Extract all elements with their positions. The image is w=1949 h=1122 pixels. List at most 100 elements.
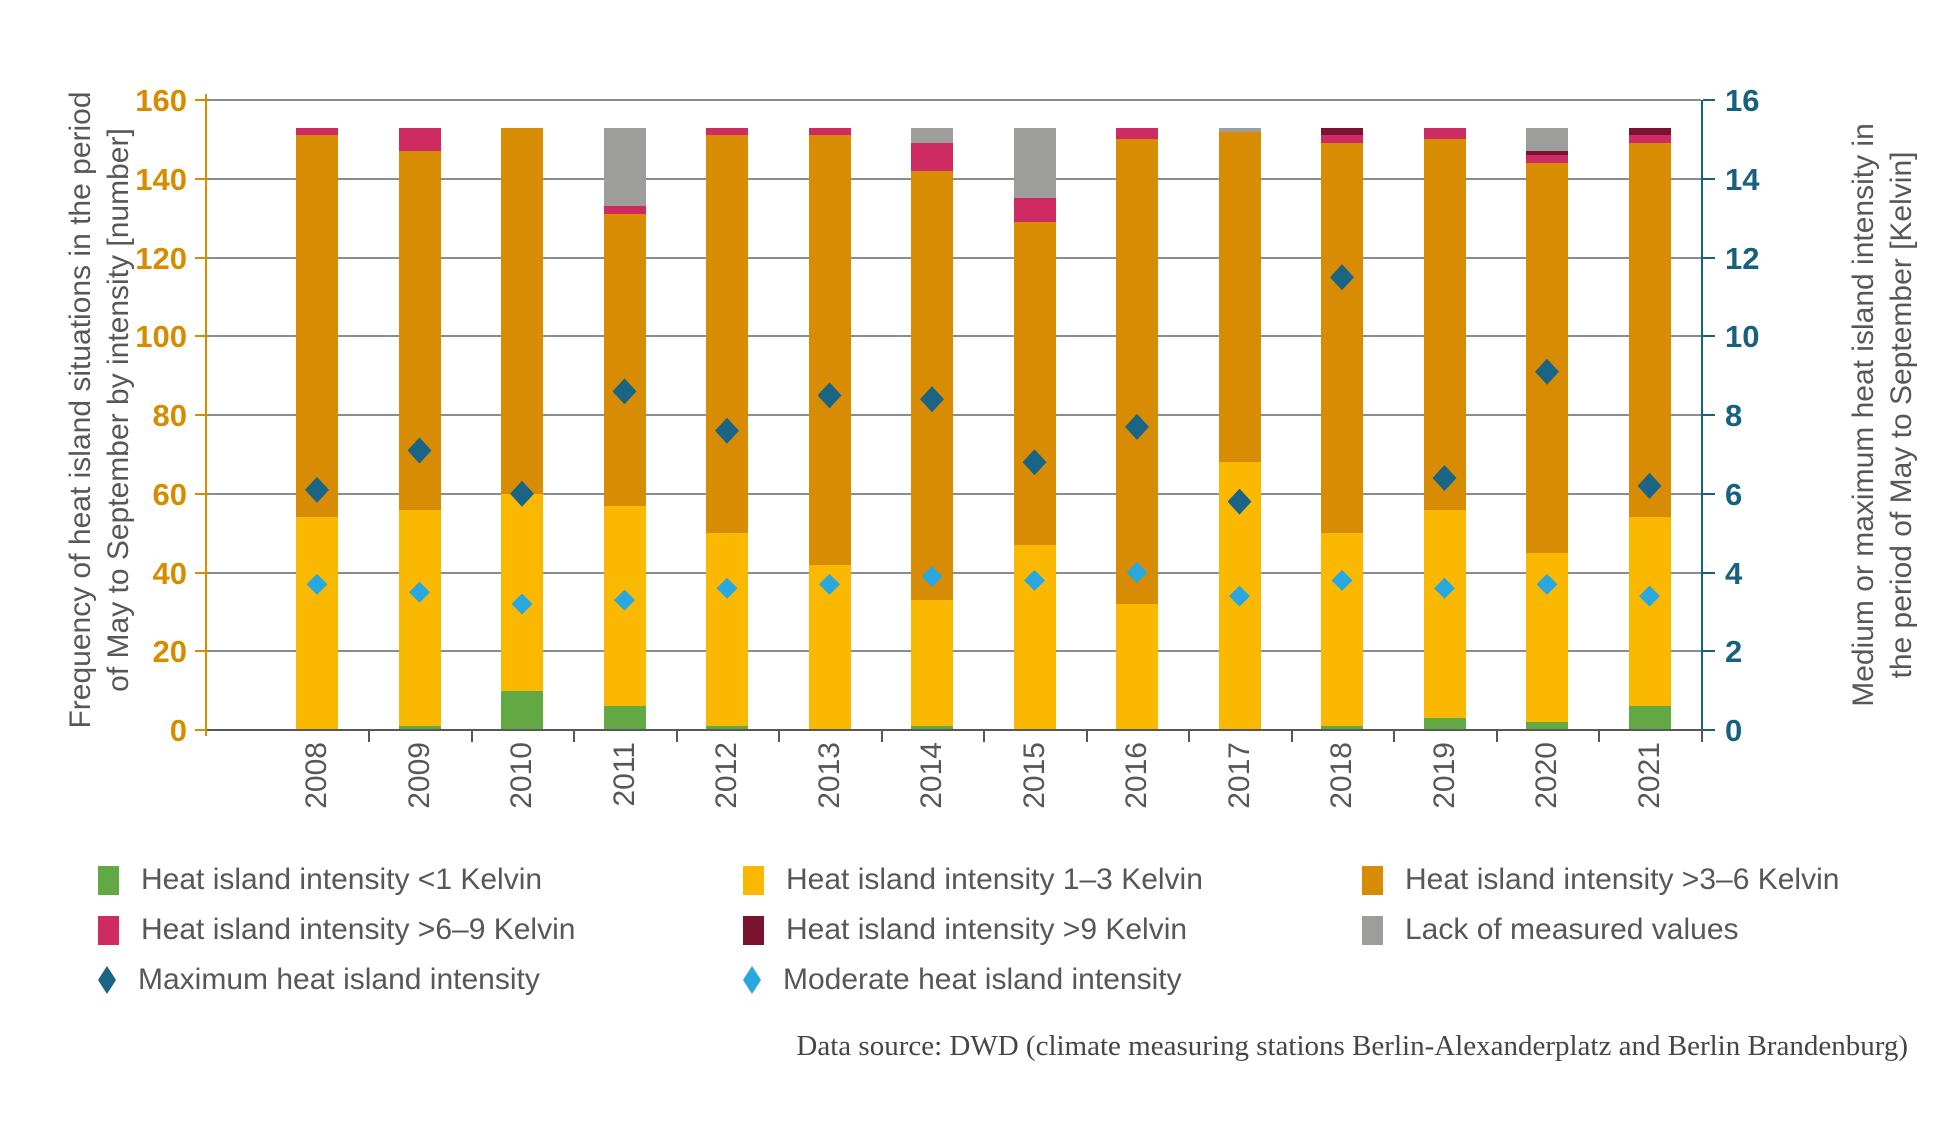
bar-segment-pink [1628, 135, 1671, 144]
legend-square-icon [1362, 865, 1383, 895]
x-axis-tick [778, 730, 781, 742]
bar-segment-orange [296, 135, 338, 518]
bar-segment-pink [1321, 135, 1363, 144]
bar-segment-yellow [398, 509, 441, 727]
right-tick-label: 0 [1725, 713, 1743, 748]
bar-segment-green [706, 726, 748, 730]
left-axis-tick [195, 414, 205, 416]
bar-segment-green [501, 690, 543, 730]
moderate-intensity-marker [1331, 569, 1353, 591]
right-tick-label: 14 [1725, 161, 1760, 197]
bar-segment-green [1628, 706, 1671, 730]
right-axis-tick [1703, 256, 1715, 259]
legend-label: Moderate heat island intensity [783, 963, 1182, 996]
right-axis-tick [1703, 335, 1715, 338]
bar-segment-pink [1116, 127, 1158, 140]
bar-segment-orange [1218, 131, 1261, 463]
legend-item: Heat island intensity <1 Kelvin [98, 860, 542, 900]
moderate-intensity-marker [306, 573, 328, 595]
legend-label: Maximum heat island intensity [138, 963, 540, 996]
gridline [207, 650, 1701, 653]
year-label: 2010 [505, 742, 538, 809]
bar-segment-pink [296, 127, 338, 136]
legend-square-icon [98, 865, 119, 895]
moderate-intensity-marker [1229, 585, 1250, 607]
y-axis-right [1701, 100, 1703, 736]
legend-square-icon [743, 865, 764, 895]
bar-segment-gray [1526, 127, 1568, 152]
right-tick-label: 2 [1725, 634, 1743, 670]
year-label: 2021 [1632, 742, 1666, 809]
x-axis-tick [1598, 730, 1601, 742]
bar-segment-yellow [911, 600, 953, 727]
gridline [207, 414, 1701, 416]
x-axis-tick [1700, 730, 1703, 742]
bar-segment-darkred [1526, 151, 1568, 156]
left-axis-title: Frequency of heat island situations in t… [62, 30, 138, 790]
gridline [207, 99, 1701, 101]
moderate-intensity-marker [1024, 569, 1045, 591]
bar-segment-pink [808, 127, 851, 136]
right-tick-label: 10 [1725, 319, 1760, 355]
bar-segment-darkred [1321, 127, 1363, 136]
left-axis-tick [195, 571, 205, 574]
x-axis-tick [368, 730, 371, 742]
left-axis-tick [195, 256, 205, 259]
moderate-intensity-marker [614, 589, 635, 611]
bar-segment-yellow [1423, 509, 1466, 719]
x-axis-tick [1393, 730, 1396, 742]
right-axis-title-line2: the period of May to September [Kelvin] [1885, 151, 1918, 679]
bar-segment-green [603, 706, 646, 730]
year-label: 2015 [1017, 742, 1051, 809]
bar-segment-orange [1628, 143, 1671, 518]
year-label: 2017 [1222, 742, 1256, 809]
legend-diamond-icon [98, 966, 116, 994]
bar-segment-orange [501, 127, 543, 494]
bar-segment-orange [1423, 139, 1466, 510]
x-axis [207, 729, 1703, 731]
right-tick-label: 6 [1725, 476, 1743, 512]
bar-segment-yellow [296, 517, 338, 730]
year-label: 2008 [300, 742, 333, 809]
left-tick-label: 100 [135, 319, 187, 355]
x-axis-tick [675, 730, 678, 742]
moderate-intensity-marker [1126, 562, 1148, 583]
bar-segment-orange [1321, 143, 1363, 534]
source-note: Data source: DWD (climate measuring stat… [796, 1030, 1908, 1062]
bar-segment-pink [706, 127, 748, 136]
legend-label: Heat island intensity >6–9 Kelvin [141, 913, 576, 946]
bar-segment-yellow [1321, 533, 1363, 727]
legend-item: Maximum heat island intensity [98, 960, 540, 1000]
bar-segment-pink [1013, 198, 1056, 223]
x-axis-tick [1188, 730, 1191, 742]
bar-segment-pink [911, 143, 953, 171]
right-axis-title-line1: Medium or maximum heat island intensity … [1847, 123, 1880, 707]
left-tick-label: 140 [135, 161, 187, 197]
y-axis-left [205, 94, 207, 736]
x-axis-tick [880, 730, 883, 742]
left-tick-label: 20 [152, 634, 187, 670]
bar-segment-orange [808, 135, 851, 565]
legend-item: Lack of measured values [1362, 910, 1739, 950]
bar-segment-yellow [1116, 604, 1158, 730]
bar-segment-pink [1526, 155, 1568, 163]
moderate-intensity-marker [409, 581, 430, 603]
legend-label: Heat island intensity >3–6 Kelvin [1405, 863, 1840, 896]
x-axis-tick [1495, 730, 1498, 742]
legend-label: Heat island intensity 1–3 Kelvin [786, 863, 1203, 896]
year-label: 2018 [1325, 742, 1358, 809]
bar-segment-green [1526, 722, 1568, 730]
left-tick-label: 40 [152, 555, 187, 591]
bar-segment-yellow [501, 493, 543, 691]
legend-item: Heat island intensity >6–9 Kelvin [98, 910, 575, 950]
year-label: 2019 [1427, 742, 1461, 809]
bar-segment-pink [398, 127, 441, 152]
legend-item: Heat island intensity >3–6 Kelvin [1362, 860, 1839, 900]
right-axis-tick [1703, 650, 1715, 653]
legend-square-icon [1362, 915, 1383, 945]
x-axis-tick [573, 730, 576, 742]
right-tick-label: 12 [1725, 240, 1760, 276]
gridline [207, 335, 1701, 338]
right-axis-tick [1703, 492, 1715, 495]
